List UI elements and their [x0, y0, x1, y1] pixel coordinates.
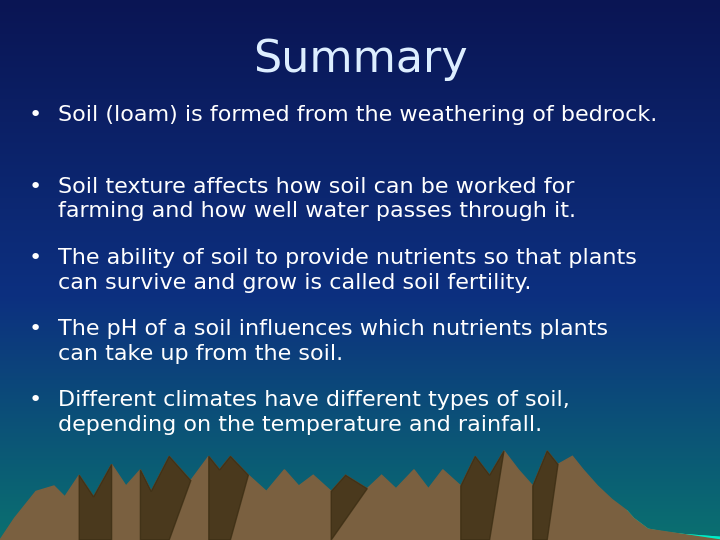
- Polygon shape: [616, 510, 720, 540]
- Polygon shape: [140, 456, 191, 540]
- Text: •: •: [29, 248, 42, 268]
- Text: •: •: [29, 105, 42, 125]
- Text: Summary: Summary: [253, 38, 467, 81]
- Text: •: •: [29, 177, 42, 197]
- Text: Soil texture affects how soil can be worked for
farming and how well water passe: Soil texture affects how soil can be wor…: [58, 177, 575, 221]
- Text: Different climates have different types of soil,
depending on the temperature an: Different climates have different types …: [58, 390, 570, 435]
- Text: •: •: [29, 319, 42, 339]
- Polygon shape: [0, 451, 720, 540]
- Polygon shape: [209, 456, 248, 540]
- Polygon shape: [533, 451, 558, 540]
- Polygon shape: [461, 451, 504, 540]
- Text: The pH of a soil influences which nutrients plants
can take up from the soil.: The pH of a soil influences which nutrie…: [58, 319, 608, 364]
- Polygon shape: [626, 529, 720, 540]
- Text: The ability of soil to provide nutrients so that plants
can survive and grow is : The ability of soil to provide nutrients…: [58, 248, 636, 293]
- Polygon shape: [79, 464, 112, 540]
- Polygon shape: [331, 475, 367, 540]
- Text: •: •: [29, 390, 42, 410]
- Text: Soil (loam) is formed from the weathering of bedrock.: Soil (loam) is formed from the weatherin…: [58, 105, 657, 125]
